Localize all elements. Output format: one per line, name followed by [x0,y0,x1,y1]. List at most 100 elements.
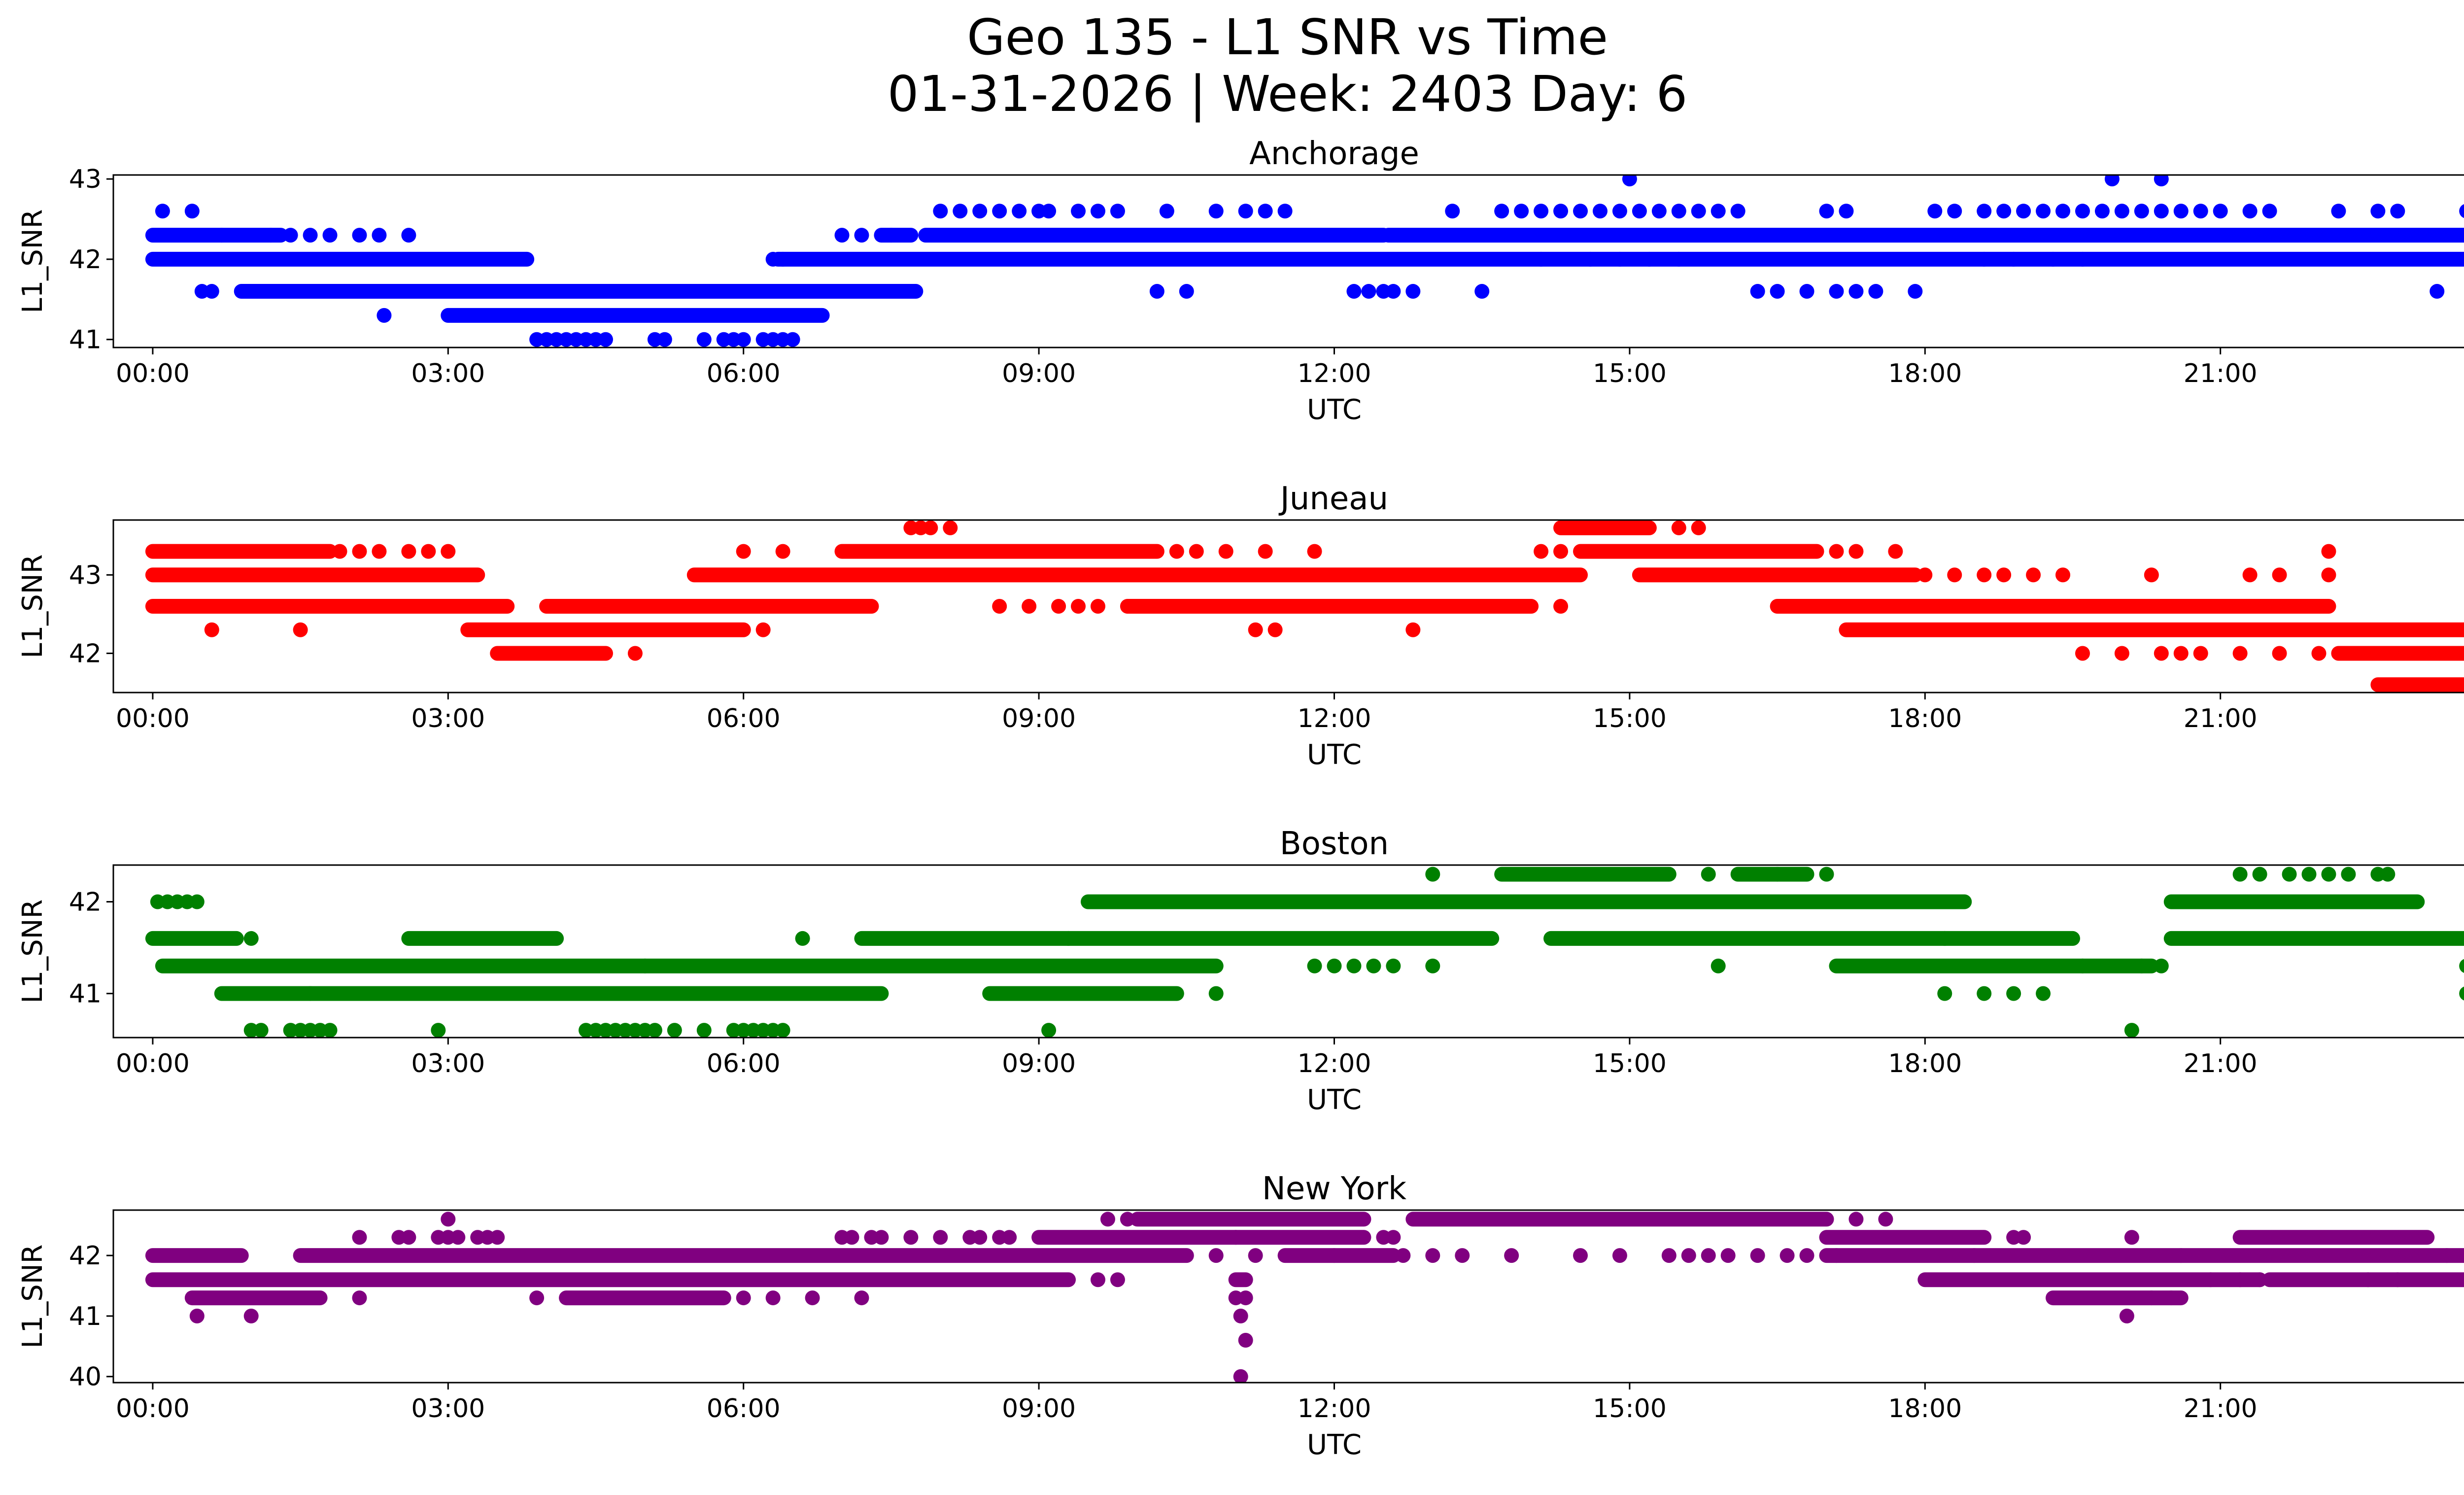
data-point [2046,251,2061,267]
chart-title-line2: 01-31-2026 | Week: 2403 Day: 6 [888,65,1687,123]
data-point [2361,1272,2376,1287]
data-point-run [145,1272,1076,1287]
panel-anchorage: Anchorage 41 42 43 00:00 03:00 06:00 09:00 12:00… [17,136,2464,426]
data-point [322,1023,338,1038]
data-point [972,1230,988,1245]
panel-title: Boston [1280,826,1389,862]
data-point [667,1023,682,1038]
data-point [2459,986,2464,1001]
data-point-run [1839,622,2464,637]
data-point [2075,251,2090,267]
data-point-run [1632,567,1923,583]
y-axis-label: L1_SNR [17,554,49,658]
data-point [1455,1248,1470,1263]
data-point-run [2459,959,2464,973]
data-point [2242,567,2258,583]
data-point [2055,204,2071,219]
data-point [2026,567,2041,583]
data-point [1267,622,1283,637]
data-point [1071,204,1086,219]
data-point [376,308,392,323]
data-point-run [460,622,751,637]
data-point [1917,567,1933,583]
data-point [765,1290,781,1306]
data-point [1612,204,1627,219]
data-point [1750,1248,1765,1263]
data-point [1248,1248,1263,1263]
data-point [627,646,643,661]
data-point [1691,204,1706,219]
data-point [2380,867,2396,882]
data-point [1671,520,1686,535]
data-point-run [293,1248,1194,1263]
data-point [1770,867,1785,882]
x-tick-label: 00:00 [116,1049,190,1078]
data-point [2341,867,2356,882]
data-point [1799,284,1814,299]
y-tick-label: 43 [69,165,102,194]
data-series-0 [145,175,2464,347]
data-point-run [234,284,924,299]
x-tick-label: 21:00 [2184,704,2258,733]
data-point [2232,646,2248,661]
data-point [1780,1248,1795,1263]
x-tick-label: 03:00 [411,704,485,733]
data-point [2272,567,2287,583]
data-point [1819,204,1834,219]
data-point [1149,284,1164,299]
data-point [372,228,387,243]
data-point [1553,544,1569,559]
data-point [775,251,790,267]
data-point [755,622,771,637]
data-point [1996,204,2012,219]
y-axis-label: L1_SNR [17,1244,49,1348]
data-point [372,544,387,559]
data-point [1041,204,1057,219]
plot-frame [112,864,2464,1039]
data-point [2104,175,2120,187]
data-point [1189,544,1204,559]
y-axis-label: L1_SNR [17,899,49,1003]
data-point [2370,204,2386,219]
data-point [1248,622,1263,637]
x-tick-label: 00:00 [116,1394,190,1424]
data-point [2075,646,2090,661]
data-point [1977,204,1992,219]
data-point-run [145,931,244,946]
data-point [2114,204,2129,219]
data-point [1238,204,1253,219]
data-point-run [2232,1230,2435,1245]
y-tick-label: 41 [69,325,102,355]
data-point [2006,986,2021,1001]
data-point [736,544,751,559]
data-point [352,1230,367,1245]
data-point [1730,204,1745,219]
data-point [2311,646,2327,661]
data-point [490,1230,505,1245]
data-point [2016,1230,2031,1245]
x-tick-label: 06:00 [707,704,781,733]
data-point [2331,204,2346,219]
data-point [1307,958,1322,973]
x-tick-label: 18:00 [1888,1049,1962,1078]
data-point [2016,204,2031,219]
x-tick-label: 06:00 [707,1049,781,1078]
data-point [1799,1248,1814,1263]
data-point-run [2173,1248,2455,1263]
data-point [1258,204,1273,219]
data-point [332,544,347,559]
data-point-run [2163,894,2425,909]
panel-juneau: Juneau 42 43 00:00 03:00 06:00 09:00 12:00 15:00… [17,481,2464,771]
data-point [1573,1248,1588,1263]
data-point [421,544,436,559]
data-point [1553,599,1569,614]
data-point [2193,646,2208,661]
x-tick-label: 12:00 [1298,1394,1371,1424]
y-tick-label: 42 [69,887,102,917]
data-point [214,228,229,243]
data-point [352,544,367,559]
data-point [736,1290,751,1306]
data-point-run [1917,1272,2267,1287]
data-point-run [145,567,485,583]
